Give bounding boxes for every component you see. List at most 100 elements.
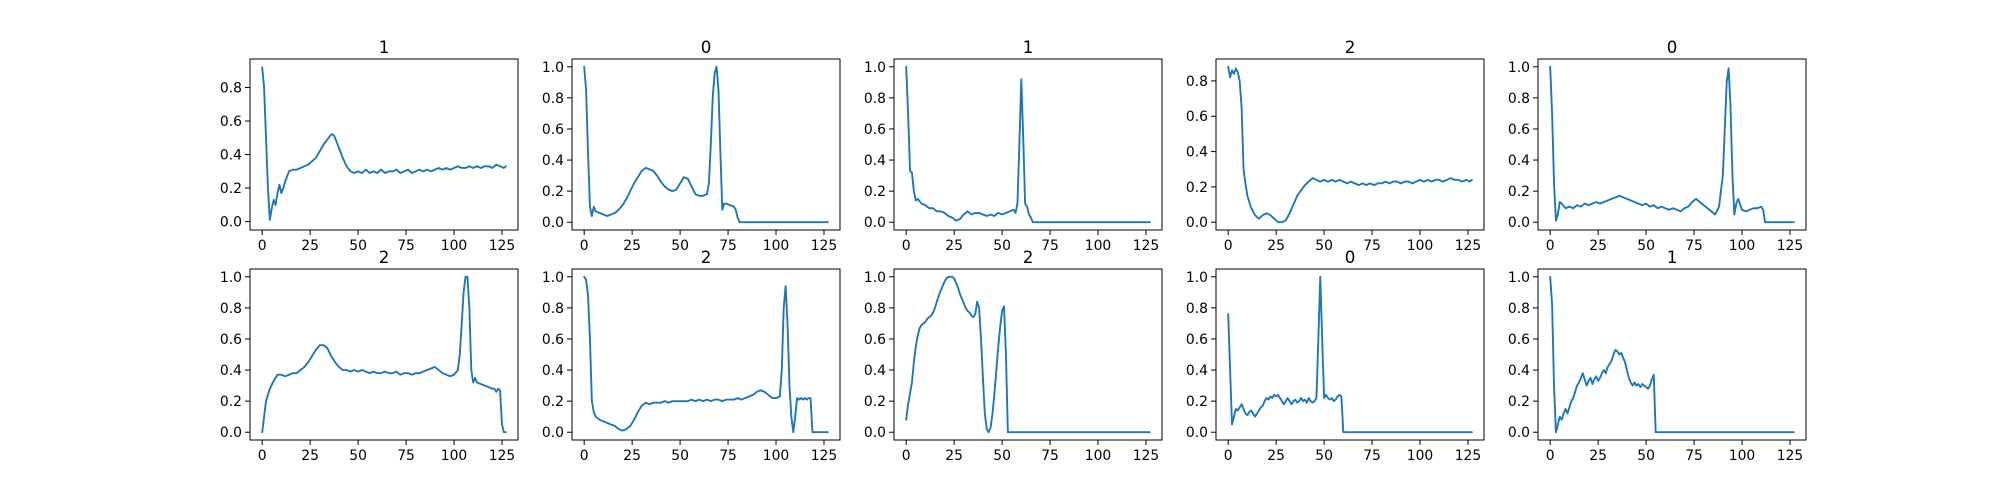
y-tick-label: 0.0 [220,425,242,441]
y-tick-label: 0.4 [542,153,564,169]
x-tick-label: 75 [1363,238,1381,254]
y-tick-label: 0.0 [220,215,242,231]
x-tick-label: 0 [902,448,911,464]
x-tick-label: 25 [623,238,641,254]
x-tick-label: 125 [489,448,516,464]
x-tick-label: 25 [301,238,319,254]
y-tick-label: 0.8 [864,301,886,317]
panel-6: 0 25 50 75 100 125 0.0 0.2 0.4 0.6 0.8 1.0 2 [220,247,519,464]
y-tick-label: 0.4 [864,363,886,379]
y-tick-label: 0.2 [1186,180,1208,196]
y-tick-label: 0.8 [220,81,242,97]
y-tick-label: 1.0 [1508,60,1530,76]
y-tick-label: 0.0 [1186,425,1208,441]
panel-title: 0 [1667,37,1678,57]
plot-frame [249,58,519,231]
x-tick-label: 50 [1315,448,1333,464]
series-line-1 [905,65,1151,224]
y-tick-label: 1.0 [542,60,564,76]
x-tick-label: 100 [1407,238,1434,254]
x-tick-label: 50 [671,238,689,254]
y-tick-label: 0.6 [220,114,242,130]
x-tick-label: 100 [1729,238,1756,254]
panel-title: 1 [1023,37,1034,57]
y-tick-label: 0.0 [864,425,886,441]
plot-frame [893,268,1163,441]
x-tick-label: 75 [719,238,737,254]
x-tick-label: 0 [1546,238,1555,254]
y-tick-label: 1.0 [864,270,886,286]
x-tick-label: 125 [811,238,838,254]
y-tick-label: 0.0 [542,215,564,231]
x-tick-label: 0 [1224,238,1233,254]
x-tick-label: 75 [397,238,415,254]
panel-title: 2 [701,247,712,267]
y-tick-label: 0.8 [864,91,886,107]
panel-title: 0 [701,37,712,57]
x-tick-label: 25 [945,448,963,464]
panel-9: 0 25 50 75 100 125 0.0 0.2 0.4 0.6 0.8 1.0 0 [1186,247,1485,464]
x-tick-label: 50 [1637,448,1655,464]
x-tick-label: 0 [1224,448,1233,464]
y-tick-label: 1.0 [542,270,564,286]
x-tick-label: 25 [623,448,641,464]
x-tick-label: 100 [763,238,790,254]
x-tick-label: 25 [1267,238,1285,254]
plot-frame [1215,268,1485,441]
x-tick-label: 125 [1777,448,1804,464]
x-tick-label: 25 [1589,238,1607,254]
y-tick-label: 0.2 [542,184,564,200]
x-tick-label: 125 [1777,238,1804,254]
plot-frame [571,268,841,441]
x-tick-label: 50 [993,238,1011,254]
x-tick-label: 100 [441,238,468,254]
y-tick-label: 0.6 [1186,109,1208,125]
y-tick-label: 0.0 [542,425,564,441]
x-tick-label: 125 [1133,238,1160,254]
panel-title: 0 [1345,247,1356,267]
x-tick-label: 125 [489,238,516,254]
y-tick-label: 0.2 [864,394,886,410]
panel-1: 0 25 50 75 100 125 0.0 0.2 0.4 0.6 0.8 1 [220,37,519,254]
x-tick-label: 100 [1085,448,1112,464]
series-line-1 [261,66,507,221]
y-tick-label: 0.0 [1508,425,1530,441]
y-tick-label: 0.6 [542,122,564,138]
y-tick-label: 1.0 [1508,270,1530,286]
y-tick-label: 0.2 [864,184,886,200]
panel-title: 2 [1023,247,1034,267]
y-tick-label: 0.2 [542,394,564,410]
x-tick-label: 25 [301,448,319,464]
y-tick-label: 0.2 [1508,184,1530,200]
x-tick-label: 50 [993,448,1011,464]
x-tick-label: 0 [258,238,267,254]
series-line-1 [583,65,829,224]
x-tick-label: 100 [1729,448,1756,464]
y-tick-label: 1.0 [220,270,242,286]
y-tick-label: 0.0 [1508,215,1530,231]
plot-frame [249,268,519,441]
x-tick-label: 75 [1041,448,1059,464]
plot-frame [1215,58,1485,231]
series-line-1 [1549,275,1795,434]
x-tick-label: 0 [1546,448,1555,464]
y-tick-label: 0.8 [1508,91,1530,107]
x-tick-label: 75 [1363,448,1381,464]
panel-title: 2 [379,247,390,267]
x-tick-label: 125 [1455,238,1482,254]
series-line-1 [905,275,1151,434]
plot-frame [571,58,841,231]
x-tick-label: 25 [1267,448,1285,464]
y-tick-label: 0.0 [1186,215,1208,231]
panel-title: 1 [379,37,390,57]
y-tick-label: 0.2 [220,394,242,410]
panel-title: 2 [1345,37,1356,57]
plot-frame [893,58,1163,231]
x-tick-label: 125 [1133,448,1160,464]
plot-frame [1537,268,1807,441]
x-tick-label: 0 [580,448,589,464]
y-tick-label: 0.6 [864,332,886,348]
y-tick-label: 0.4 [1186,145,1208,161]
